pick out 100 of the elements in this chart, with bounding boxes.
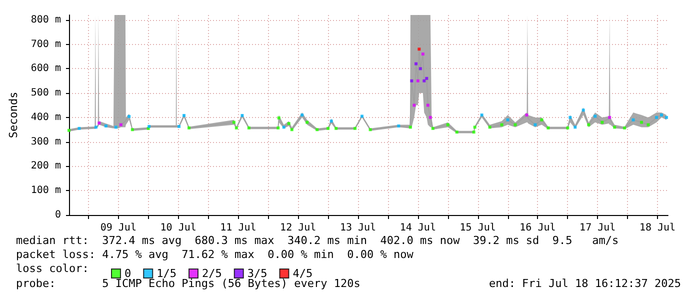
point: [587, 123, 590, 126]
point: [412, 104, 416, 107]
point: [300, 114, 304, 116]
text: packet loss: 4.75 % avg 71.62 % max 0.00 % min 0.00 % now: [16, 248, 414, 261]
point: [506, 118, 510, 122]
y-tick-label: 300 m: [30, 136, 61, 148]
text: probe: 5 ICMP Echo Pings (56 Bytes) every 120s: [16, 277, 360, 290]
text: median rtt: 372.4 ms avg 680.3 ms max 340.2 ms min 402.0 ms now 39.2 ms sd 9.5 am/s: [16, 234, 619, 247]
point: [178, 124, 181, 128]
point: [354, 126, 357, 130]
point: [594, 114, 597, 118]
point: [408, 126, 412, 129]
point: [426, 104, 430, 107]
point: [188, 126, 191, 130]
y-tick-label: 500 m: [30, 88, 61, 99]
x-tick-label: 10 Jul: [160, 222, 196, 234]
point: [431, 126, 434, 130]
x-tick-label: 12 Jul: [280, 222, 316, 234]
point: [488, 126, 492, 129]
point: [568, 116, 572, 119]
y-tick-label: 800 m: [30, 14, 61, 26]
point: [480, 114, 484, 116]
point: [421, 52, 424, 56]
point: [600, 120, 604, 124]
point: [514, 123, 517, 126]
x-tick-label: 11 Jul: [220, 222, 256, 234]
point: [98, 122, 101, 125]
y-tick-label: 200 m: [30, 160, 61, 172]
point: [128, 114, 131, 118]
legend-label: 3/5: [247, 267, 268, 280]
point: [287, 122, 290, 126]
point: [608, 116, 612, 119]
text: end: Fri Jul 18 16:12:37 2025: [488, 277, 682, 290]
point: [428, 116, 432, 119]
point: [646, 123, 650, 126]
x-tick-label: 14 Jul: [400, 222, 436, 234]
point: [306, 120, 309, 124]
point: [473, 126, 476, 129]
point: [655, 116, 658, 119]
point: [540, 118, 544, 122]
x-tick-label: 15 Jul: [460, 222, 496, 234]
point: [416, 79, 420, 82]
x-tick-label: 18 Jul: [639, 222, 676, 234]
point: [104, 124, 108, 128]
point: [182, 114, 186, 117]
point: [360, 114, 364, 118]
y-tick-label: 100 m: [30, 185, 61, 196]
point: [334, 126, 338, 130]
point: [290, 128, 294, 132]
point: [397, 124, 400, 128]
point: [525, 114, 528, 116]
point: [566, 126, 570, 130]
point: [78, 126, 81, 130]
point: [282, 126, 286, 129]
x-tick-label: 17 Jul: [580, 222, 616, 234]
point: [326, 126, 330, 130]
y-axis-title: Seconds: [7, 92, 20, 138]
point: [247, 126, 250, 130]
point: [665, 116, 668, 119]
point: [425, 76, 428, 80]
point: [455, 130, 458, 134]
point: [472, 130, 476, 134]
point: [640, 120, 644, 124]
x-tick-label: 13 Jul: [340, 222, 376, 234]
point: [368, 128, 372, 132]
point: [660, 114, 664, 116]
y-tick-label: 400 m: [30, 112, 61, 123]
point: [574, 126, 577, 129]
point: [68, 128, 70, 132]
y-tick-label: 0: [54, 210, 61, 220]
legend-label: 1/5: [156, 267, 176, 280]
legend-title: loss color:: [16, 262, 89, 275]
point: [500, 123, 504, 126]
point: [114, 126, 118, 129]
point: [582, 108, 585, 112]
point: [240, 114, 244, 117]
legend-label: 0: [124, 267, 132, 280]
y-tick-label: 700 m: [30, 38, 61, 50]
point: [234, 126, 238, 130]
legend-label: 4/5: [292, 267, 313, 280]
point: [130, 128, 134, 132]
y-tick-label: 600 m: [30, 63, 61, 74]
x-tick-label: 16 Jul: [520, 222, 556, 234]
point: [422, 79, 426, 82]
legend-label: 2/5: [202, 267, 222, 280]
point: [119, 123, 122, 126]
x-tick-label: 09 Jul: [100, 222, 136, 234]
point: [446, 123, 450, 126]
point: [418, 67, 422, 70]
point: [632, 118, 635, 122]
point: [277, 116, 280, 120]
point: [276, 126, 280, 130]
point: [410, 79, 414, 82]
point: [623, 126, 626, 130]
point: [534, 123, 537, 126]
point: [414, 62, 418, 66]
point: [94, 126, 98, 129]
point: [330, 120, 333, 123]
point: [613, 126, 616, 129]
point: [546, 126, 550, 130]
